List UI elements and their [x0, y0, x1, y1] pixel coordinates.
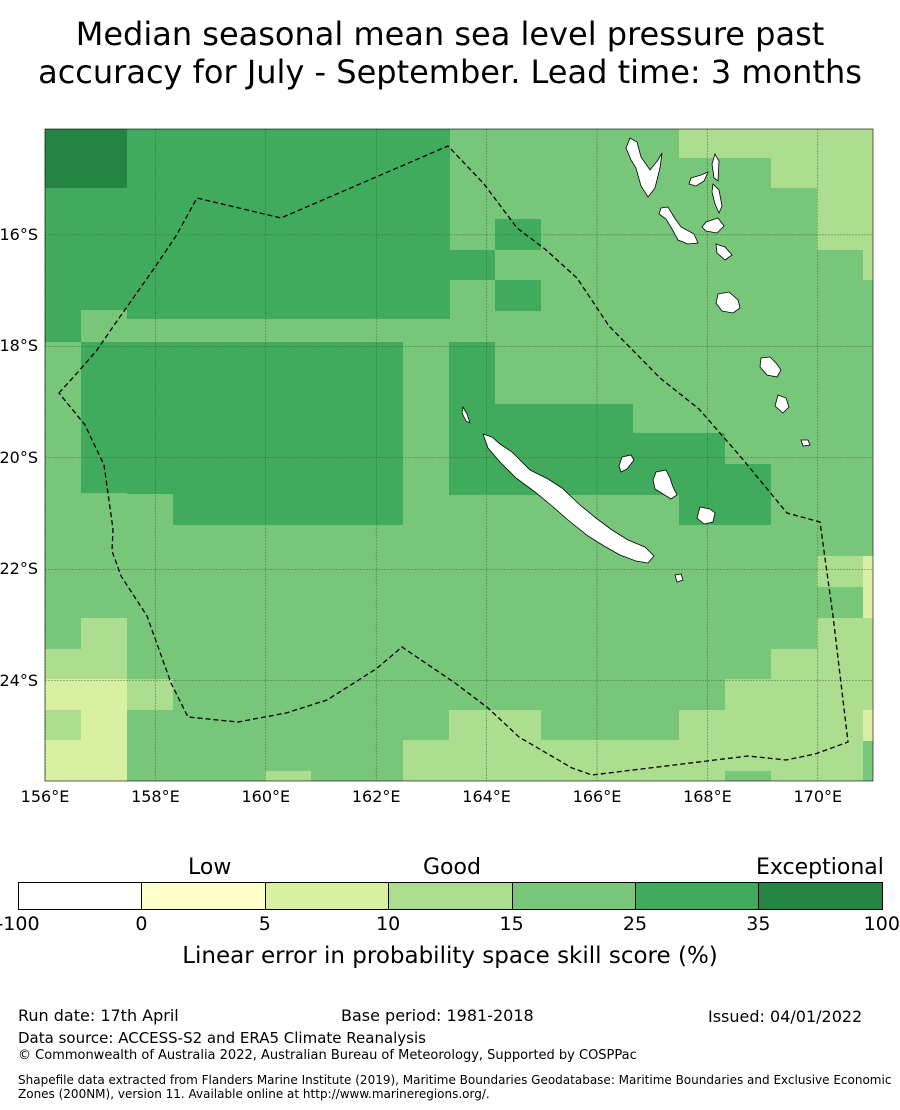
skill-cell: [725, 679, 873, 710]
land-island: [652, 469, 678, 500]
latitude-tick-label: 20°S: [0, 447, 38, 467]
longitude-tick-label: 160°E: [241, 787, 291, 806]
skill-cell: [45, 649, 127, 679]
latitude-tick-label: 24°S: [0, 670, 38, 690]
skill-cell: [449, 342, 495, 404]
land-island: [674, 573, 684, 583]
colorbar-tick-label: -100: [0, 913, 40, 935]
land-island: [759, 356, 782, 378]
land-island: [800, 439, 811, 447]
base-period: Base period: 1981-2018: [341, 1006, 534, 1025]
chart-title: Median seasonal mean sea level pressure …: [0, 15, 900, 91]
longitude-tick-label: 168°E: [683, 787, 732, 806]
land-island: [688, 171, 709, 187]
colorbar-tick-label: 35: [746, 913, 771, 935]
skill-cell: [81, 310, 127, 342]
skill-cell: [679, 129, 873, 158]
shapefile-credit: Shapefile data extracted from Flanders M…: [18, 1073, 892, 1101]
colorbar-tick-label: 10: [376, 913, 401, 935]
issued-date: Issued: 04/01/2022: [708, 1007, 863, 1026]
skill-cell: [45, 679, 127, 710]
longitude-tick-label: 166°E: [572, 787, 622, 806]
skill-cell: [771, 649, 873, 679]
skill-cell: [45, 342, 81, 433]
map-frame: [44, 128, 874, 782]
land-island: [625, 137, 663, 198]
copyright: © Commonwealth of Australia 2022, Austra…: [18, 1048, 637, 1063]
skill-cell: [495, 280, 541, 311]
colorbar-tick-label: 5: [258, 913, 271, 935]
colorbar-label: Linear error in probability space skill …: [182, 943, 718, 969]
colorbar-category-good: Good: [423, 855, 481, 880]
land-island: [618, 454, 635, 473]
skill-cell: [863, 556, 873, 618]
skill-cell: [127, 433, 403, 494]
colorbar-tick-label: 25: [622, 913, 648, 935]
skill-cell: [45, 740, 127, 781]
skill-cell: [449, 404, 633, 433]
skill-cell: [495, 219, 541, 250]
eez-boundary: [58, 145, 849, 776]
longitude-tick-label: 170°E: [793, 787, 843, 806]
latitude-tick-label: 22°S: [0, 559, 38, 579]
skill-cell: [817, 556, 863, 587]
skill-cell: [265, 771, 311, 781]
land-new-caledonia: [482, 433, 655, 564]
colorbar-tick-label: 15: [499, 913, 524, 935]
skill-cell: [81, 618, 127, 649]
colorbar-swatch: [264, 882, 390, 910]
land-island: [696, 506, 716, 525]
land-island: [658, 206, 699, 245]
skill-cell: [81, 710, 127, 741]
colorbar-swatch: [758, 882, 883, 910]
longitude-tick-label: 156°E: [20, 787, 70, 806]
skill-cell: [817, 618, 873, 649]
skill-cell: [817, 188, 873, 250]
latitude-tick-label: 18°S: [0, 336, 38, 356]
skill-cell: [863, 250, 873, 280]
land-island: [701, 217, 725, 234]
colorbar-swatch: [635, 882, 760, 910]
land-island: [715, 291, 741, 314]
skill-cell: [863, 710, 873, 741]
land-island: [774, 394, 790, 414]
colorbar-swatch: [388, 882, 513, 910]
colorbar-swatch: [141, 882, 266, 910]
skill-cell: [725, 771, 771, 781]
data-source: Data source: ACCESS-S2 and ERA5 Climate …: [18, 1029, 426, 1047]
longitude-tick-label: 164°E: [462, 787, 511, 806]
longitude-tick-label: 162°E: [351, 787, 401, 806]
land-outlines: [461, 137, 811, 583]
land-island: [461, 405, 471, 424]
title-line-1: Median seasonal mean sea level pressure …: [75, 15, 825, 53]
skill-cell: [127, 679, 173, 710]
colorbar-tick-label: 100: [863, 913, 900, 935]
skill-cell: [403, 404, 449, 434]
run-date: Run date: 17th April: [18, 1006, 179, 1025]
colorbar-category-exceptional: Exceptional: [756, 855, 884, 880]
skill-cell: [679, 710, 873, 740]
skill-cell: [449, 250, 495, 280]
skill-map: [44, 128, 874, 782]
skill-cell: [45, 710, 81, 741]
skill-cell: [679, 464, 771, 525]
latitude-tick-label: 16°S: [0, 224, 38, 244]
land-island: [711, 183, 723, 214]
skill-cell: [45, 129, 127, 188]
colorbar-tick-label: 0: [135, 913, 148, 935]
colorbar-category-low: Low: [188, 855, 232, 880]
title-line-2: accuracy for July - September. Lead time…: [38, 53, 862, 91]
land-island: [715, 243, 733, 261]
longitude-tick-label: 158°E: [131, 787, 180, 806]
skill-cell: [403, 342, 449, 372]
colorbar-swatch: [18, 882, 143, 910]
skill-cell: [817, 771, 863, 781]
colorbar-swatch: [511, 882, 636, 910]
skill-grid-cells: [45, 129, 873, 781]
skill-cell: [403, 740, 863, 781]
skill-cell: [771, 158, 873, 188]
skill-cell: [173, 493, 403, 525]
land-island: [711, 152, 720, 182]
